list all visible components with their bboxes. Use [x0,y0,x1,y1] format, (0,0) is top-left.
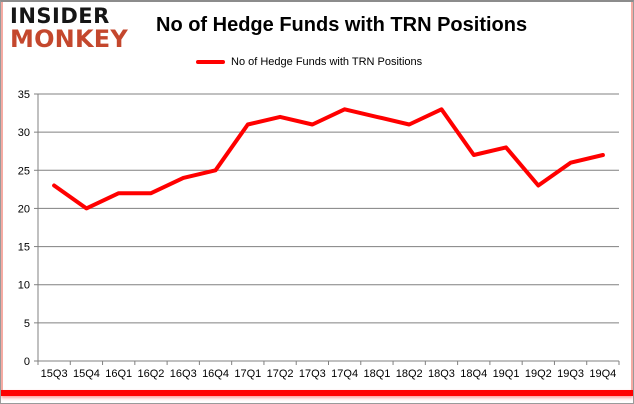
x-axis-tick-label: 15Q3 [41,368,68,380]
y-axis-tick-label: 20 [18,203,30,215]
left-accent-border [1,2,3,394]
y-axis-tick-label: 30 [18,127,30,139]
x-axis-tick-label: 16Q4 [202,368,229,380]
x-axis-tick-label: 18Q1 [363,368,390,380]
logo-word-insider: INSIDER [10,4,110,28]
x-axis-tick-label: 17Q1 [234,368,261,380]
insider-monkey-logo[interactable]: INSIDER MONKEY [10,4,128,53]
data-line [52,107,605,211]
legend: No of Hedge Funds with TRN Positions [196,56,422,68]
y-axis-tick-label: 35 [18,89,30,101]
x-axis-tick-label: 16Q1 [105,368,132,380]
x-axis-tick-label: 19Q1 [493,368,520,380]
x-axis-tick-label: 17Q4 [331,368,358,380]
y-axis-tick-label: 25 [18,165,30,177]
right-accent-border [631,2,633,394]
y-axis-tick-label: 10 [18,280,30,292]
x-axis-tick-label: 18Q4 [460,368,487,380]
bottom-accent-bar [1,390,633,396]
x-axis-tick-label: 17Q2 [267,368,294,380]
x-axis-tick-label: 16Q2 [138,368,165,380]
y-axis-tick-label: 5 [24,318,30,330]
logo-word-monkey: MONKEY [10,24,128,53]
x-axis-tick-label: 17Q3 [299,368,326,380]
legend-label: No of Hedge Funds with TRN Positions [231,56,423,68]
y-axis-tick-label: 15 [18,242,30,254]
x-axis-tick-label: 16Q3 [170,368,197,380]
x-axis-tick-label: 19Q2 [525,368,552,380]
x-axis-tick-label: 15Q4 [73,368,100,380]
chart-title: No of Hedge Funds with TRN Positions [156,14,528,36]
x-axis-tick-label: 18Q3 [428,368,455,380]
x-axis-tick-label: 19Q3 [557,368,584,380]
x-axis-tick-label: 18Q2 [396,368,423,380]
y-axis-tick-label: 0 [24,356,30,368]
x-axis-tick-label: 19Q4 [589,368,616,380]
legend-line-swatch [196,60,225,64]
